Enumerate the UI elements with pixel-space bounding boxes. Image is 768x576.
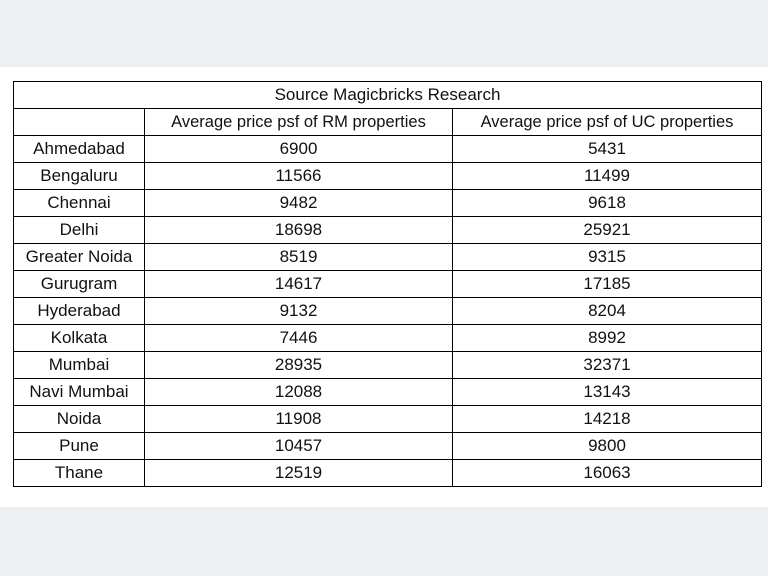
rm-price-cell: 6900 xyxy=(144,135,453,163)
rm-price-cell: 12519 xyxy=(144,459,453,487)
city-cell: Bengaluru xyxy=(13,162,145,190)
column-header-city xyxy=(13,108,145,136)
price-table: Source Magicbricks Research Average pric… xyxy=(13,81,762,487)
rm-price-cell: 11566 xyxy=(144,162,453,190)
table-row: Hyderabad 9132 8204 xyxy=(13,297,762,325)
city-cell: Delhi xyxy=(13,216,145,244)
rm-price-cell: 11908 xyxy=(144,405,453,433)
city-cell: Navi Mumbai xyxy=(13,378,145,406)
rm-price-cell: 10457 xyxy=(144,432,453,460)
table-panel: Source Magicbricks Research Average pric… xyxy=(0,67,768,507)
table-row: Thane 12519 16063 xyxy=(13,459,762,487)
uc-price-cell: 17185 xyxy=(452,270,762,298)
rm-price-cell: 7446 xyxy=(144,324,453,352)
uc-price-cell: 16063 xyxy=(452,459,762,487)
uc-price-cell: 25921 xyxy=(452,216,762,244)
city-cell: Pune xyxy=(13,432,145,460)
uc-price-cell: 9800 xyxy=(452,432,762,460)
table-row: Kolkata 7446 8992 xyxy=(13,324,762,352)
rm-price-cell: 9132 xyxy=(144,297,453,325)
table-row: Mumbai 28935 32371 xyxy=(13,351,762,379)
table-row: Pune 10457 9800 xyxy=(13,432,762,460)
table-row: Greater Noida 8519 9315 xyxy=(13,243,762,271)
uc-price-cell: 9315 xyxy=(452,243,762,271)
table-title: Source Magicbricks Research xyxy=(13,81,762,109)
city-cell: Gurugram xyxy=(13,270,145,298)
uc-price-cell: 11499 xyxy=(452,162,762,190)
city-cell: Greater Noida xyxy=(13,243,145,271)
table-row: Ahmedabad 6900 5431 xyxy=(13,135,762,163)
rm-price-cell: 14617 xyxy=(144,270,453,298)
uc-price-cell: 32371 xyxy=(452,351,762,379)
rm-price-cell: 9482 xyxy=(144,189,453,217)
city-cell: Hyderabad xyxy=(13,297,145,325)
city-cell: Kolkata xyxy=(13,324,145,352)
table-header-row: Average price psf of RM properties Avera… xyxy=(13,108,762,136)
city-cell: Noida xyxy=(13,405,145,433)
table-row: Gurugram 14617 17185 xyxy=(13,270,762,298)
uc-price-cell: 8204 xyxy=(452,297,762,325)
table-row: Navi Mumbai 12088 13143 xyxy=(13,378,762,406)
city-cell: Chennai xyxy=(13,189,145,217)
rm-price-cell: 18698 xyxy=(144,216,453,244)
table-row: Chennai 9482 9618 xyxy=(13,189,762,217)
uc-price-cell: 8992 xyxy=(452,324,762,352)
uc-price-cell: 9618 xyxy=(452,189,762,217)
uc-price-cell: 5431 xyxy=(452,135,762,163)
table-row: Noida 11908 14218 xyxy=(13,405,762,433)
city-cell: Mumbai xyxy=(13,351,145,379)
rm-price-cell: 8519 xyxy=(144,243,453,271)
table-title-row: Source Magicbricks Research xyxy=(13,81,762,109)
table-row: Delhi 18698 25921 xyxy=(13,216,762,244)
rm-price-cell: 12088 xyxy=(144,378,453,406)
city-cell: Ahmedabad xyxy=(13,135,145,163)
city-cell: Thane xyxy=(13,459,145,487)
column-header-rm: Average price psf of RM properties xyxy=(144,108,453,136)
rm-price-cell: 28935 xyxy=(144,351,453,379)
uc-price-cell: 14218 xyxy=(452,405,762,433)
uc-price-cell: 13143 xyxy=(452,378,762,406)
table-row: Bengaluru 11566 11499 xyxy=(13,162,762,190)
column-header-uc: Average price psf of UC properties xyxy=(452,108,762,136)
